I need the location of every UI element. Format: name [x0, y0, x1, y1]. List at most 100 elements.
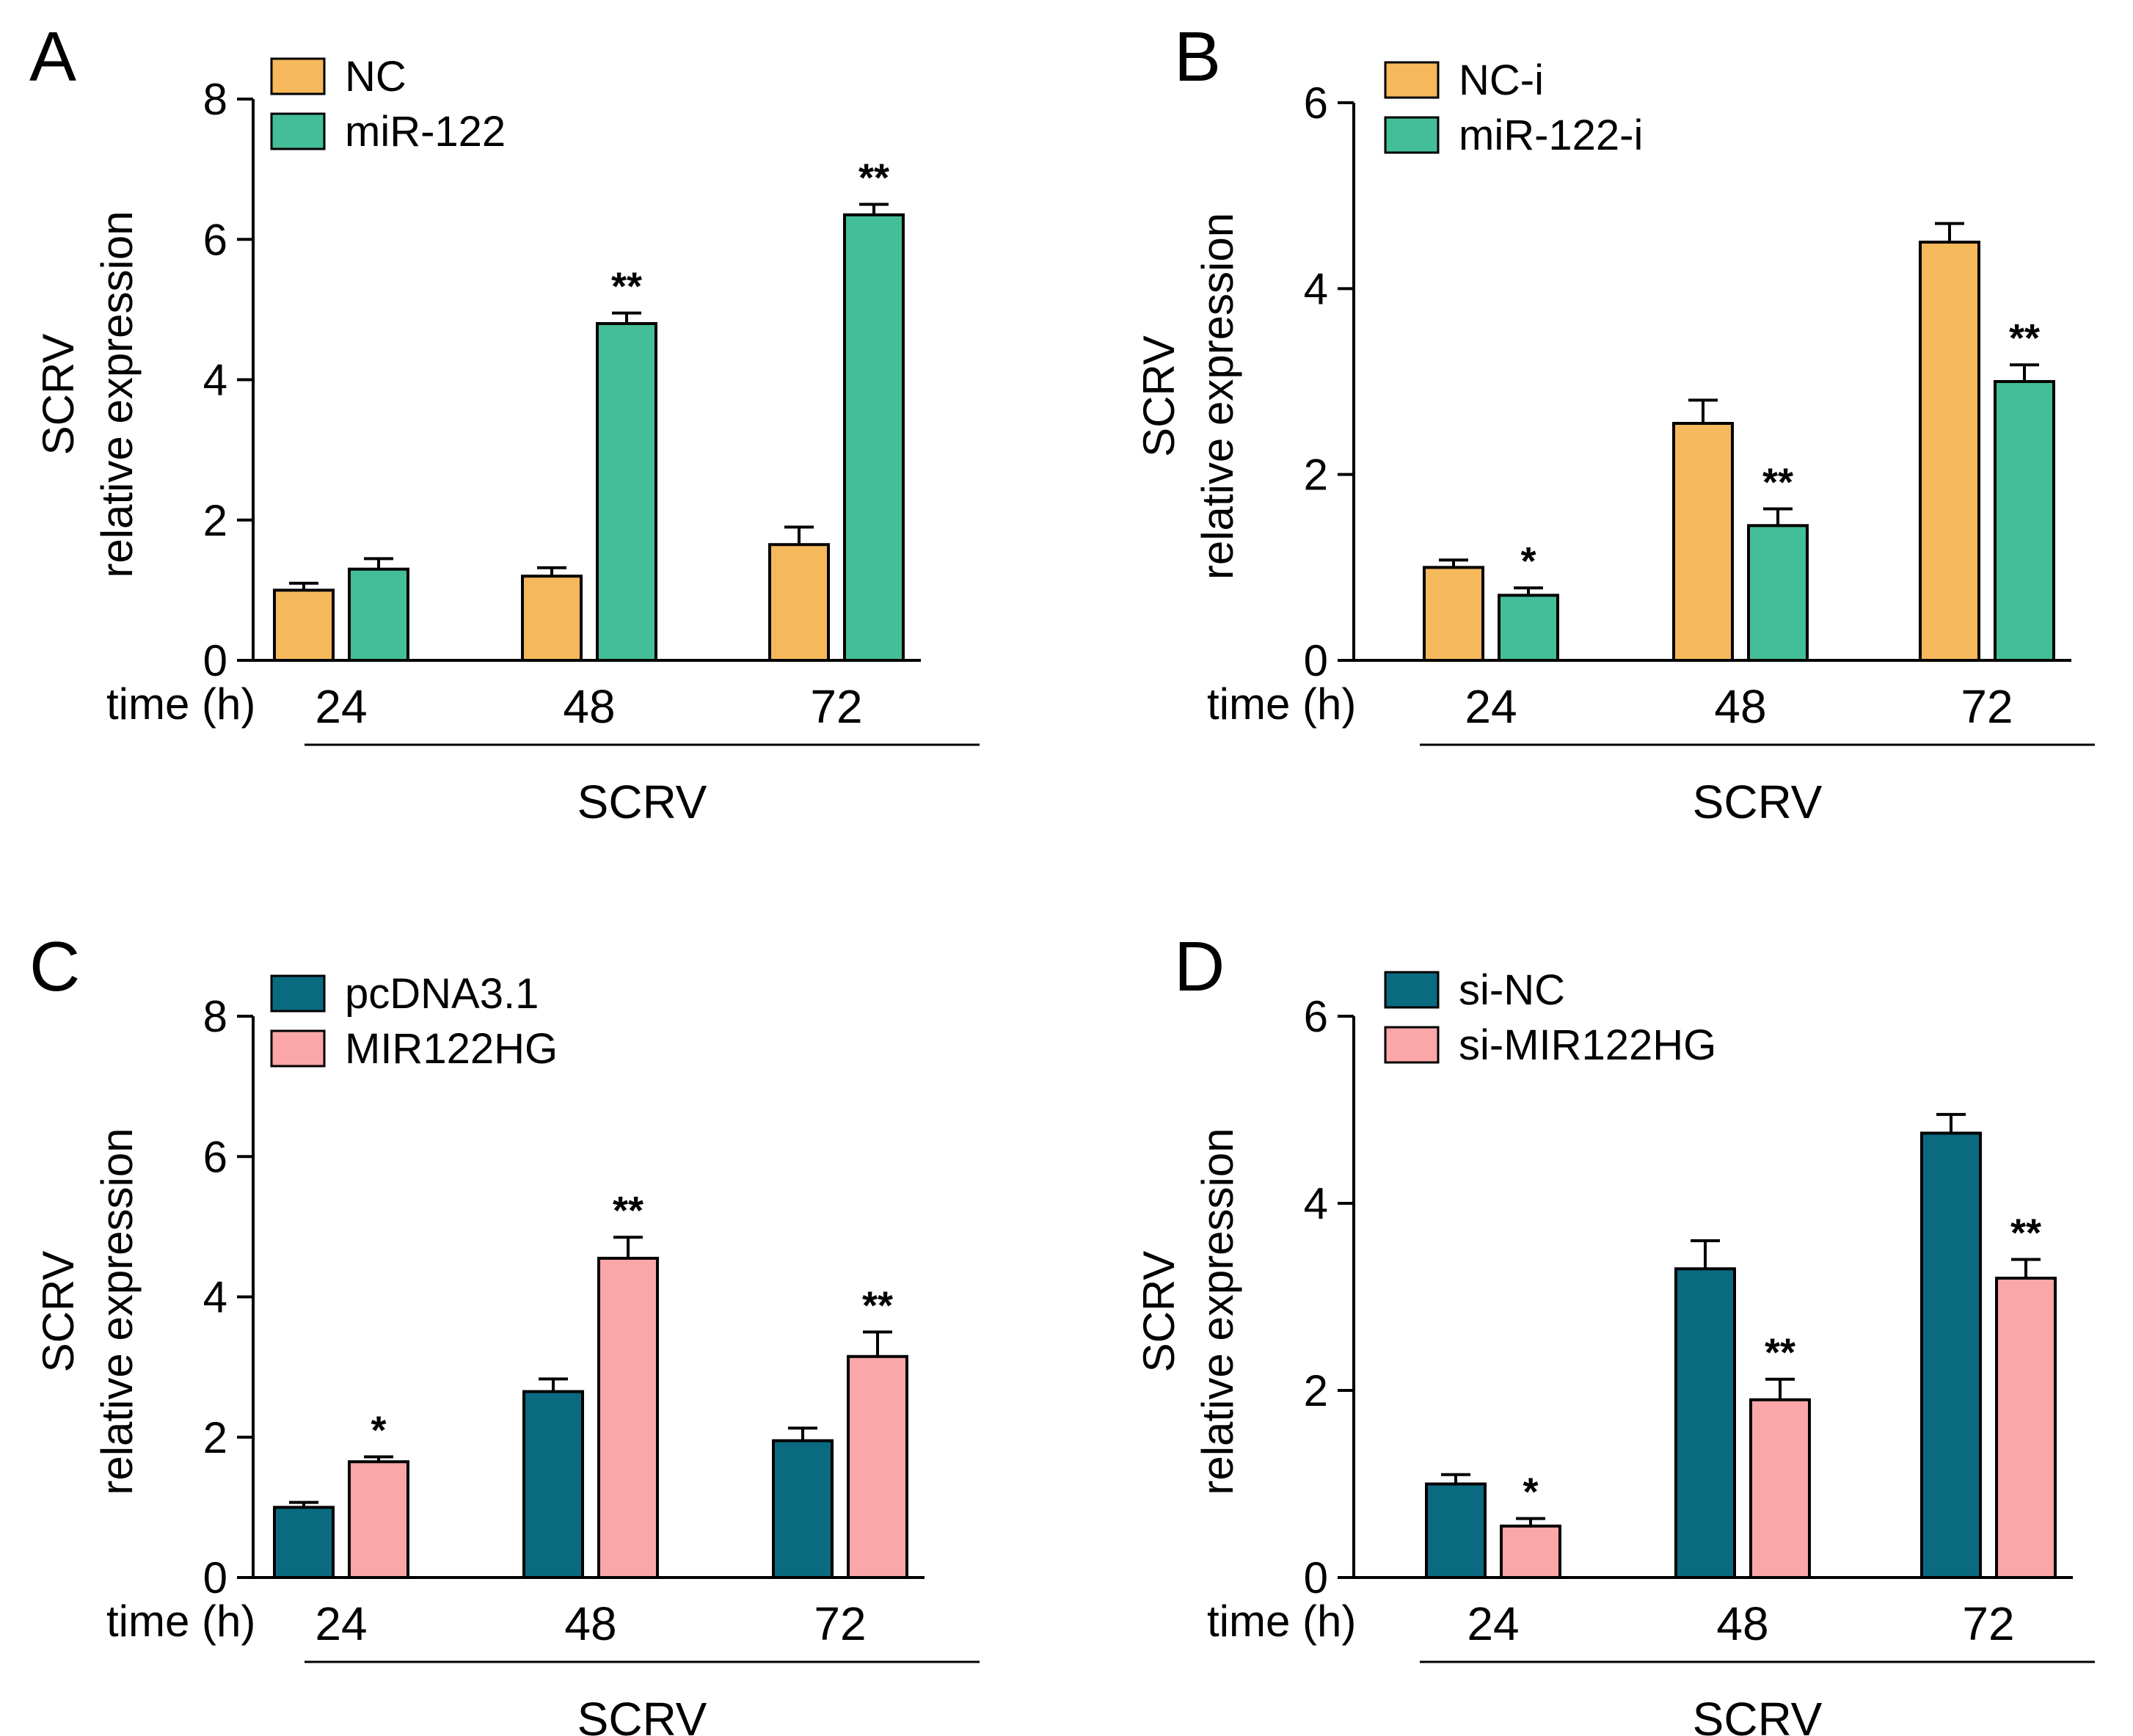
bar-mir-122-i-72: [1994, 380, 2055, 662]
legend-label: pcDNA3.1: [345, 970, 539, 1018]
significance-marker: **: [611, 265, 642, 309]
legend-label: NC-i: [1459, 56, 1544, 104]
y-tick-label: 6: [1304, 992, 1328, 1041]
legend-swatch: [270, 57, 326, 95]
x-tick-label: 48: [563, 680, 615, 733]
panel-letter: C: [29, 927, 80, 1006]
group-label: SCRV: [1693, 1693, 1823, 1736]
y-tick-label: 4: [1304, 1179, 1328, 1228]
x-tick-label: 48: [1714, 680, 1766, 733]
x-axis-title: time (h): [1207, 679, 1356, 729]
legend-label: NC: [345, 53, 406, 101]
bar-si-mir122hg-72: [1995, 1277, 2057, 1579]
y-tick-label: 4: [1304, 264, 1328, 313]
y-axis-subtitle: relative expression: [1193, 1128, 1242, 1495]
y-tick-label: 6: [203, 215, 227, 264]
bar-nc-48: [521, 575, 583, 662]
y-tick-label: 4: [203, 356, 227, 405]
bar-mir-122-i-48: [1747, 524, 1809, 662]
legend-label: miR-122: [345, 108, 506, 156]
y-axis-subtitle: relative expression: [92, 211, 142, 577]
significance-marker: **: [2010, 1211, 2041, 1255]
panel-letter: A: [29, 18, 76, 96]
bar-si-mir122hg-24: [1500, 1524, 1561, 1579]
x-tick-label: 24: [1467, 1597, 1519, 1650]
y-tick-label: 2: [203, 1413, 227, 1462]
legend-swatch: [1384, 1026, 1440, 1064]
y-axis-title: SCRV: [1134, 1251, 1184, 1373]
bar-mir-122-48: [596, 322, 657, 662]
x-tick-label: 72: [1962, 1597, 2014, 1650]
y-tick-label: 0: [203, 1553, 227, 1602]
significance-marker: *: [1523, 1470, 1538, 1514]
legend-label: miR-122-i: [1459, 112, 1643, 159]
y-axis-subtitle: relative expression: [1193, 213, 1242, 580]
y-tick-label: 6: [1304, 79, 1328, 128]
bar-nc-24: [273, 588, 335, 662]
y-tick-label: 2: [1304, 1366, 1328, 1415]
bar-pcdna3-1-72: [772, 1439, 834, 1579]
x-axis-title: time (h): [106, 1597, 255, 1646]
y-tick-label: 8: [203, 992, 227, 1041]
y-tick-label: 0: [203, 636, 227, 685]
bar-nc-72: [768, 543, 830, 662]
x-tick-label: 72: [810, 680, 862, 733]
bar-mir-122-72: [843, 213, 905, 662]
legend-swatch: [1384, 971, 1440, 1009]
x-tick-label: 24: [315, 680, 367, 733]
significance-marker: *: [371, 1409, 386, 1453]
bar-nc-i-24: [1423, 566, 1484, 662]
y-tick-label: 2: [203, 496, 227, 545]
group-label: SCRV: [1693, 776, 1823, 828]
bar-si-nc-24: [1425, 1482, 1487, 1579]
y-tick-label: 2: [1304, 451, 1328, 500]
significance-marker: **: [862, 1283, 893, 1327]
bar-mir122hg-24: [348, 1460, 409, 1579]
y-axis-subtitle: relative expression: [92, 1128, 142, 1495]
y-tick-label: 6: [203, 1132, 227, 1181]
significance-marker: *: [1520, 539, 1536, 583]
x-tick-label: 24: [1465, 680, 1517, 733]
bar-mir122hg-72: [847, 1354, 908, 1579]
legend-swatch: [1384, 116, 1440, 154]
y-tick-label: 0: [1304, 636, 1328, 685]
y-axis-title: SCRV: [34, 334, 83, 456]
bar-mir-122-i-24: [1498, 594, 1559, 662]
bar-si-mir122hg-48: [1749, 1398, 1811, 1579]
significance-marker: **: [1765, 1331, 1795, 1375]
x-axis-title: time (h): [1207, 1597, 1356, 1646]
bar-mir122hg-48: [597, 1256, 659, 1579]
y-tick-label: 0: [1304, 1553, 1328, 1602]
x-axis-title: time (h): [106, 679, 255, 729]
bar-pcdna3-1-48: [522, 1390, 584, 1579]
legend-swatch: [1384, 61, 1440, 99]
y-tick-label: 8: [203, 75, 227, 124]
x-tick-label: 72: [1961, 680, 2013, 733]
x-tick-label: 48: [1716, 1597, 1768, 1650]
significance-marker: **: [2009, 316, 2040, 360]
legend-label: MIR122HG: [345, 1025, 558, 1073]
y-axis-title: SCRV: [1134, 335, 1184, 457]
legend-swatch: [270, 1029, 326, 1068]
bar-pcdna3-1-24: [273, 1506, 335, 1579]
significance-marker: **: [1762, 461, 1793, 505]
bar-si-nc-48: [1674, 1267, 1736, 1579]
legend-swatch: [270, 974, 326, 1013]
group-label: SCRV: [577, 1693, 707, 1736]
panel-letter: B: [1174, 18, 1221, 96]
panel-letter: D: [1174, 927, 1225, 1006]
bar-mir-122-24: [348, 567, 409, 662]
x-tick-label: 72: [814, 1597, 866, 1650]
significance-marker: **: [858, 156, 889, 200]
x-tick-label: 24: [315, 1597, 367, 1650]
bar-nc-i-48: [1672, 422, 1734, 662]
y-axis-title: SCRV: [34, 1251, 83, 1373]
x-tick-label: 48: [564, 1597, 616, 1650]
bar-nc-i-72: [1919, 241, 1980, 662]
legend-swatch: [270, 112, 326, 150]
